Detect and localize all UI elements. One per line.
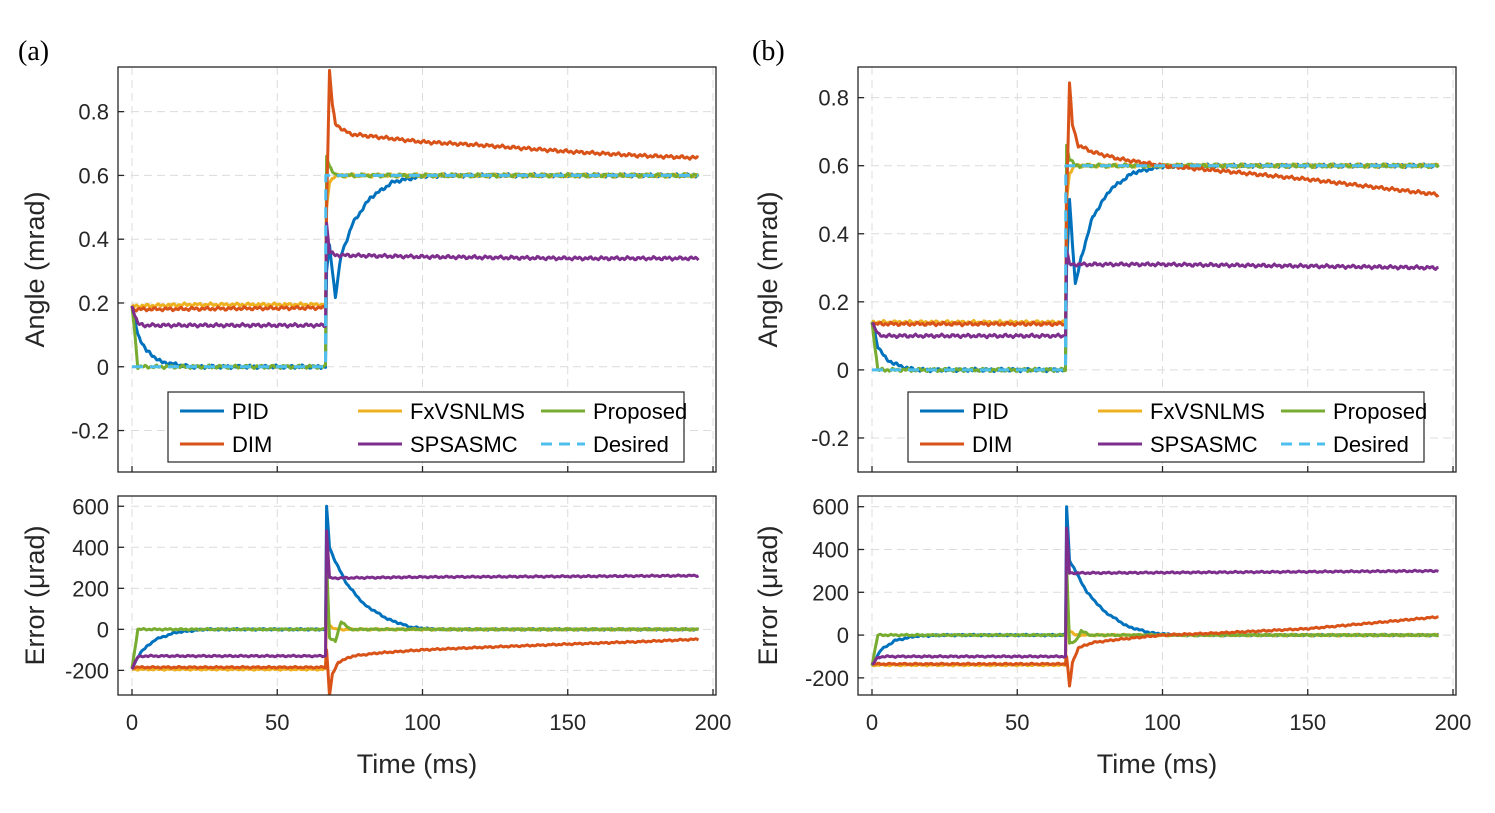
legend-label-dim: DIM [972,432,1012,457]
legend-label-spsasmc: SPSASMC [410,432,518,457]
series-line-proposed [870,563,1440,667]
legend-label-spsasmc: SPSASMC [1150,432,1258,457]
y-axis-label: Error (μrad) [20,525,50,665]
y-axis-label: Angle (mrad) [20,191,50,347]
legend-label-pid: PID [972,399,1009,424]
series-line-desired [132,173,699,369]
x-tick-label: 50 [1005,710,1029,735]
y-tick-label: 0.4 [78,227,109,252]
y-tick-label: 600 [812,495,849,520]
series-group [130,504,700,695]
series-line-spsasmc [130,529,700,670]
chart-0: -0.2 0 0.2 0.4 0.6 0.8 Angle (mrad) PID FxVSNLMS… [20,66,717,473]
chart-2: -0.2 0 0.2 0.4 0.6 0.8 Angle (mrad) PID FxVSNLMS… [753,66,1457,473]
series-line-desired [872,164,1439,372]
y-tick-label: 0 [837,623,849,648]
y-axis-label: Angle (mrad) [753,191,783,347]
series-group [870,505,1440,688]
y-tick-label: 0.2 [818,290,849,315]
plot-frame [117,495,717,696]
y-tick-label: 200 [812,580,849,605]
plot-frame [117,66,717,473]
y-tick-label: 0.8 [818,86,849,111]
x-tick-label: 150 [549,710,586,735]
series-line-dim [131,637,700,695]
legend-box [907,391,1425,463]
series-line-fxvsnlms [131,607,700,672]
y-tick-label: 0.2 [78,291,109,316]
legend-label-proposed: Proposed [593,399,687,424]
series-line-proposed [130,154,700,371]
series-line-pid [870,162,1440,374]
legend: PID FxVSNLMS Proposed DIM SPSASMC Desired [167,391,687,463]
series-line-fxvsnlms [130,172,700,310]
legend-label-dim: DIM [232,432,272,457]
legend: PID FxVSNLMS Proposed DIM SPSASMC Desired [907,391,1427,463]
y-tick-label: 600 [72,494,109,519]
series-group [130,68,700,371]
x-tick-label: 100 [404,710,441,735]
legend-label-proposed: Proposed [1333,399,1427,424]
y-tick-label: 400 [72,535,109,560]
series-line-dim [871,81,1440,328]
x-tick-label: 100 [1144,710,1181,735]
y-tick-label: -0.2 [71,419,109,444]
series-line-dim [871,615,1439,688]
plot-frame [857,495,1457,696]
charts-layer: -0.2 0 0.2 0.4 0.6 0.8 Angle (mrad) PID FxVSNLMS… [20,66,1471,779]
x-tick-label: 150 [1289,710,1326,735]
plot-frame [857,66,1457,473]
y-tick-label: 0 [97,617,109,642]
series-line-pid [130,172,699,370]
y-tick-label: -0.2 [811,426,849,451]
legend-label-desired: Desired [593,432,669,457]
panel-label-a: (a) [18,36,49,67]
chart-1: -200 0 200 400 600 0 50 100 150 200 Error (μrad) Ti… [20,494,731,779]
legend-label-fxvsnlms: FxVSNLMS [1150,399,1265,424]
y-tick-label: 0.4 [818,222,849,247]
series-line-spsasmc [871,526,1439,666]
y-tick-label: 0.6 [818,154,849,179]
legend-label-fxvsnlms: FxVSNLMS [410,399,525,424]
y-tick-label: -200 [65,658,109,683]
legend-label-pid: PID [232,399,269,424]
series-line-pid [870,505,1439,666]
series-line-spsasmc [130,221,700,329]
x-tick-label: 50 [265,710,289,735]
series-line-dim [131,68,700,313]
legend-label-desired: Desired [1333,432,1409,457]
x-tick-label: 200 [695,710,732,735]
y-tick-label: 0.6 [78,163,109,188]
series-group [870,81,1440,374]
x-axis-label: Time (ms) [1097,749,1217,779]
series-line-spsasmc [870,249,1439,340]
x-tick-label: 0 [126,710,138,735]
y-tick-label: 0 [97,355,109,380]
series-line-proposed [870,143,1440,374]
y-tick-label: 0.8 [78,100,109,125]
panel-label-b: (b) [752,36,785,67]
series-line-fxvsnlms [871,162,1439,326]
y-axis-label: Error (μrad) [753,525,783,665]
x-axis-label: Time (ms) [357,749,477,779]
series-line-proposed [130,560,699,669]
y-tick-label: 200 [72,576,109,601]
x-tick-label: 0 [866,710,878,735]
y-tick-label: 0 [837,358,849,383]
y-tick-label: 400 [812,537,849,562]
legend-box [167,391,685,463]
chart-3: -200 0 200 400 600 0 50 100 150 200 Error (μrad) Ti… [753,495,1471,779]
x-tick-label: 200 [1435,710,1472,735]
y-tick-label: -200 [805,666,849,691]
